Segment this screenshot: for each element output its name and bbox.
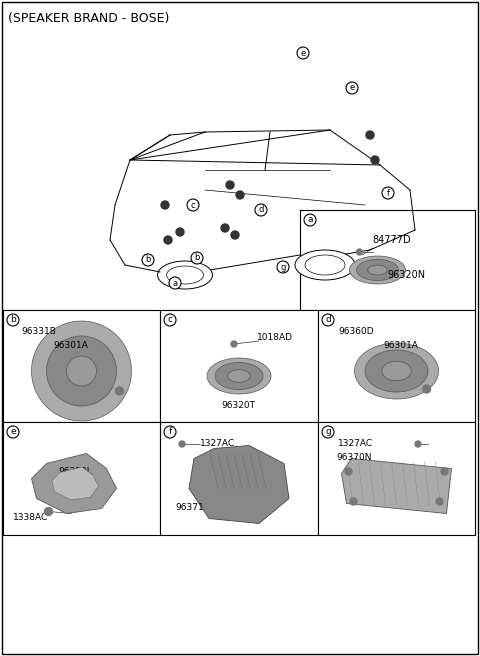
Ellipse shape xyxy=(228,370,250,382)
Circle shape xyxy=(350,498,357,505)
Text: c: c xyxy=(191,201,195,209)
Circle shape xyxy=(164,426,176,438)
Circle shape xyxy=(345,468,352,475)
Text: 96370N: 96370N xyxy=(336,453,372,462)
Circle shape xyxy=(231,341,237,347)
Circle shape xyxy=(7,426,19,438)
Text: e: e xyxy=(10,428,16,436)
Text: e: e xyxy=(300,49,306,58)
Ellipse shape xyxy=(357,260,398,281)
Text: c: c xyxy=(168,316,172,325)
Circle shape xyxy=(32,321,132,421)
Text: e: e xyxy=(349,83,355,92)
Circle shape xyxy=(164,314,176,326)
Ellipse shape xyxy=(368,265,387,275)
Circle shape xyxy=(176,228,184,236)
Text: a: a xyxy=(307,216,313,224)
Text: d: d xyxy=(258,205,264,215)
Ellipse shape xyxy=(305,255,345,275)
Circle shape xyxy=(161,201,169,209)
Bar xyxy=(3,310,160,422)
Circle shape xyxy=(45,508,52,516)
Text: b: b xyxy=(145,255,151,264)
Ellipse shape xyxy=(355,343,439,399)
Text: b: b xyxy=(10,316,16,325)
Circle shape xyxy=(116,387,123,395)
Text: b: b xyxy=(194,253,200,262)
Circle shape xyxy=(164,236,172,244)
Circle shape xyxy=(7,314,19,326)
Text: g: g xyxy=(325,428,331,436)
Circle shape xyxy=(191,252,203,264)
Bar xyxy=(160,422,318,535)
Text: 96320T: 96320T xyxy=(221,401,255,411)
Circle shape xyxy=(67,356,96,386)
Circle shape xyxy=(169,277,181,289)
Circle shape xyxy=(277,261,289,273)
Text: 96350R: 96350R xyxy=(58,478,93,487)
Circle shape xyxy=(422,385,431,393)
Bar xyxy=(3,422,160,535)
Bar xyxy=(160,310,318,422)
Circle shape xyxy=(236,191,244,199)
Circle shape xyxy=(322,314,334,326)
Circle shape xyxy=(346,82,358,94)
Text: 1327AC: 1327AC xyxy=(200,440,235,449)
Circle shape xyxy=(179,441,185,447)
Ellipse shape xyxy=(295,250,355,280)
Polygon shape xyxy=(32,453,117,514)
Circle shape xyxy=(255,204,267,216)
Polygon shape xyxy=(189,445,289,523)
Text: 1338AC: 1338AC xyxy=(13,512,48,522)
Ellipse shape xyxy=(365,350,428,392)
Ellipse shape xyxy=(382,361,411,380)
Circle shape xyxy=(226,181,234,189)
Circle shape xyxy=(231,231,239,239)
Text: 96301A: 96301A xyxy=(53,340,88,350)
Circle shape xyxy=(366,131,374,139)
Text: 96350L: 96350L xyxy=(58,468,92,476)
Circle shape xyxy=(221,224,229,232)
Text: 96371: 96371 xyxy=(175,502,204,512)
Circle shape xyxy=(297,47,309,59)
Polygon shape xyxy=(52,467,98,500)
Text: 96360D: 96360D xyxy=(338,327,373,337)
Circle shape xyxy=(357,249,362,255)
Polygon shape xyxy=(341,459,452,514)
Text: 96320N: 96320N xyxy=(387,270,426,280)
Ellipse shape xyxy=(207,358,271,394)
Text: 1327AC: 1327AC xyxy=(338,440,373,449)
Circle shape xyxy=(415,441,421,447)
Ellipse shape xyxy=(215,363,263,390)
Circle shape xyxy=(382,187,394,199)
Circle shape xyxy=(304,214,316,226)
Text: f: f xyxy=(168,428,172,436)
Text: d: d xyxy=(325,316,331,325)
Circle shape xyxy=(436,498,443,505)
Bar xyxy=(300,210,475,310)
Text: 96331B: 96331B xyxy=(21,327,56,337)
Bar xyxy=(318,310,475,422)
Text: (SPEAKER BRAND - BOSE): (SPEAKER BRAND - BOSE) xyxy=(8,12,169,25)
Text: 1018AD: 1018AD xyxy=(257,333,293,342)
Ellipse shape xyxy=(157,261,213,289)
Bar xyxy=(318,422,475,535)
Circle shape xyxy=(371,156,379,164)
Circle shape xyxy=(142,254,154,266)
Circle shape xyxy=(187,199,199,211)
Text: f: f xyxy=(386,188,389,197)
Ellipse shape xyxy=(349,256,406,284)
Circle shape xyxy=(47,336,117,406)
Text: 96301A: 96301A xyxy=(383,340,418,350)
Ellipse shape xyxy=(167,266,204,284)
Text: 84777D: 84777D xyxy=(372,235,411,245)
Circle shape xyxy=(322,426,334,438)
Text: a: a xyxy=(172,279,178,287)
Text: g: g xyxy=(280,262,286,272)
Circle shape xyxy=(441,468,448,475)
